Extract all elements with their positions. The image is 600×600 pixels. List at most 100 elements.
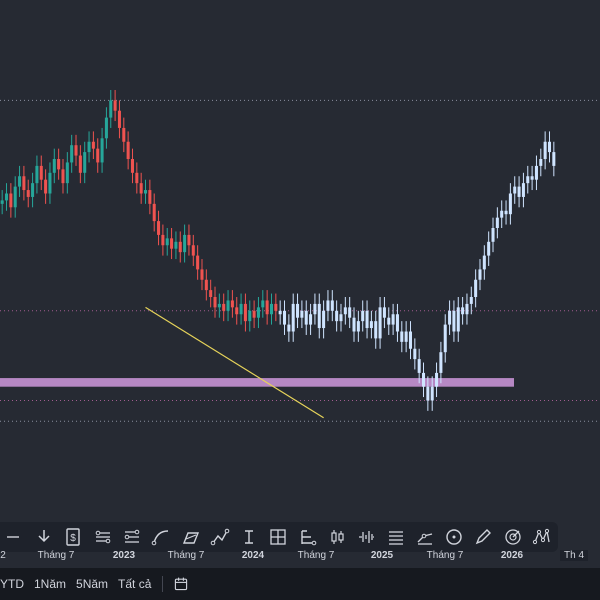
time-axis: Th 4 2 Tháng 7 2023 Tháng 7 2024 Tháng 7 2025 T… <box>0 546 600 566</box>
lines-tool[interactable] <box>381 522 410 552</box>
forecast-candle <box>413 348 417 360</box>
forecast-candle <box>300 310 304 318</box>
svg-text:$: $ <box>70 533 76 544</box>
candle <box>44 179 48 194</box>
target-tool[interactable] <box>498 522 527 552</box>
forecast-candle <box>408 331 413 349</box>
fork-icon <box>300 530 316 546</box>
bottom-bar: YTD 1Năm 5Năm Tất cả <box>0 568 600 600</box>
text-cursor-tool[interactable] <box>234 522 263 552</box>
forecast-candle <box>287 324 291 332</box>
range-1y[interactable]: 1Năm <box>34 577 67 591</box>
arrow-down-tool[interactable] <box>29 522 58 552</box>
candle <box>52 159 56 173</box>
forecast-candle <box>491 228 495 242</box>
candle <box>83 152 87 173</box>
forecast-candle <box>508 193 512 215</box>
date-range-tool[interactable] <box>0 522 29 552</box>
price-chart[interactable] <box>0 0 600 545</box>
candle <box>113 100 117 111</box>
forecast-candle <box>313 303 317 315</box>
forecast-candle <box>330 300 334 311</box>
channel-tool[interactable] <box>117 522 146 552</box>
candle <box>235 307 239 315</box>
forecast-candle <box>417 359 421 373</box>
range-5y[interactable]: 5Năm <box>76 577 109 591</box>
candle <box>74 145 78 156</box>
forecast-candle <box>348 307 352 318</box>
forecast-candle <box>387 317 391 325</box>
candle <box>226 300 230 311</box>
candle <box>78 155 82 173</box>
fork-tool[interactable] <box>293 522 322 552</box>
xabcd-icon <box>532 528 550 545</box>
candle <box>178 241 182 253</box>
frame-icon <box>270 529 286 545</box>
forecast-candle <box>443 324 447 353</box>
calendar-icon[interactable] <box>169 573 193 595</box>
candle <box>0 200 4 204</box>
time-axis-tick: Tháng 7 <box>297 550 335 561</box>
forecast-candle <box>404 331 408 342</box>
candle <box>222 303 226 311</box>
forecast-candle <box>469 297 473 304</box>
forecast-candle <box>430 386 434 401</box>
range-all[interactable]: Tất cả <box>118 577 152 591</box>
range-ytd[interactable]: YTD <box>0 577 24 591</box>
price-label-tool[interactable]: $ <box>59 522 88 552</box>
forecast-candle <box>539 159 543 166</box>
circle-tool[interactable] <box>439 522 468 552</box>
candle <box>230 300 234 308</box>
forecast-candle <box>448 310 452 325</box>
parallel-channel-tool[interactable] <box>88 522 117 552</box>
candle <box>248 310 252 322</box>
forecast-candle <box>478 269 482 280</box>
target-icon <box>505 529 521 545</box>
forecast-candle <box>474 279 478 297</box>
time-axis-tick: 2026 <box>500 550 524 561</box>
forecast-candle <box>317 303 321 329</box>
forecast-candle <box>278 310 282 315</box>
forecast-candle <box>547 141 552 153</box>
candle <box>196 255 200 270</box>
time-axis-edge-label: Th 4 <box>560 550 589 561</box>
candle <box>22 176 26 191</box>
brush-tool[interactable] <box>176 522 205 552</box>
frame-tool[interactable] <box>264 522 293 552</box>
forecast-candle <box>439 352 443 373</box>
curve-tool[interactable] <box>146 522 175 552</box>
time-axis-tick: Tháng 7 <box>167 550 205 561</box>
forecast-candle <box>326 300 330 311</box>
forecast-candle <box>374 321 378 339</box>
candle <box>100 138 104 163</box>
forecast-candle <box>304 310 308 325</box>
candle <box>87 141 91 153</box>
time-axis-tick: 2023 <box>112 550 136 561</box>
pen-icon <box>476 529 492 545</box>
candle <box>104 117 108 139</box>
forecast-candle <box>365 310 369 329</box>
projection-tool[interactable] <box>410 522 439 552</box>
forecast-candle <box>356 321 360 332</box>
xabcd-tool[interactable] <box>527 522 556 552</box>
candle <box>191 245 195 256</box>
forecast-candle <box>421 372 426 387</box>
forecast-candle <box>534 165 538 180</box>
candle <box>35 165 39 184</box>
candle <box>70 145 74 163</box>
forecast-candle <box>395 314 399 332</box>
candle <box>148 190 152 204</box>
time-axis-tick: 2025 <box>370 550 394 561</box>
pen-tool[interactable] <box>469 522 498 552</box>
path-tool[interactable] <box>205 522 234 552</box>
forecast-candle <box>452 310 456 332</box>
bars-pattern-tool[interactable] <box>352 522 381 552</box>
bars-pattern-icon <box>359 531 375 543</box>
candle <box>174 241 178 249</box>
brush-icon <box>183 532 200 544</box>
time-axis-tick: 2 <box>0 550 6 561</box>
forecast-candle <box>500 210 504 218</box>
candle <box>161 234 165 246</box>
candle-tool[interactable] <box>322 522 351 552</box>
forecast-candle <box>309 314 313 325</box>
